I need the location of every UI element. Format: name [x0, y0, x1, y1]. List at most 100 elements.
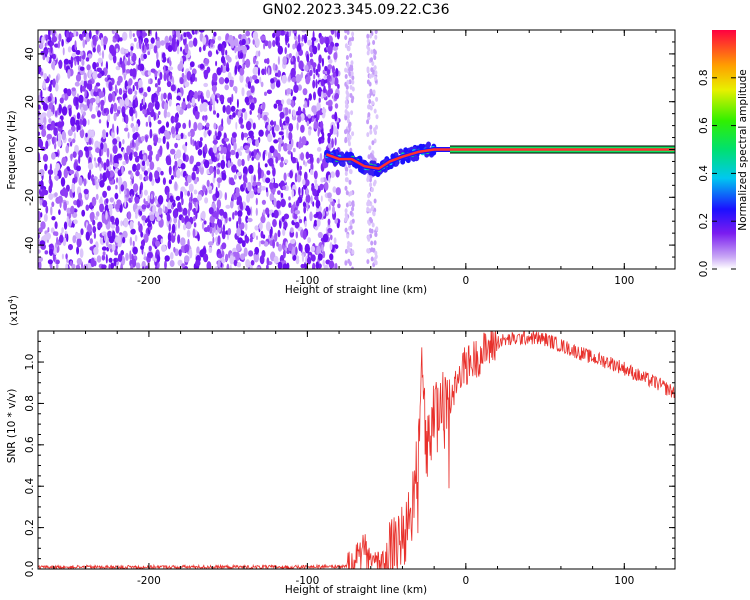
spectrogram-noise-cell — [125, 252, 129, 261]
spectrogram-noise-cell — [248, 95, 253, 100]
spectrogram-noise-cell — [143, 170, 148, 176]
spectrogram-noise-cell — [72, 138, 76, 144]
spectrogram-noise-cell — [192, 197, 198, 203]
spectrogram-noise-cell — [288, 53, 292, 58]
spectrogram-noise-cell — [213, 122, 217, 130]
spectrogram-noise-cell — [98, 91, 105, 98]
spectrogram-noise-cell — [235, 187, 240, 195]
spectrogram-noise-cell — [269, 182, 275, 190]
spectrogram-noise-cell — [318, 97, 321, 103]
spectrogram-noise-cell — [265, 177, 271, 184]
spectrogram-noise-cell — [277, 229, 281, 238]
spectrogram-noise-cell — [266, 57, 270, 65]
spectrogram-noise-cell — [333, 52, 338, 60]
spectrogram-noise-cell — [121, 98, 125, 109]
spectrogram-noise-cell — [172, 208, 178, 219]
spectrogram-noise-cell — [135, 110, 138, 119]
spectrogram-noise-cell — [213, 110, 216, 115]
spectrogram-noise-cell — [118, 88, 123, 95]
spectrogram-noise-cell — [323, 92, 327, 98]
spectrogram-noise-cell — [141, 204, 147, 210]
spectrogram-noise-cell — [301, 34, 305, 40]
spectrogram-noise-cell — [325, 101, 330, 106]
spectrogram-noise-cell — [337, 198, 340, 204]
spectrogram-noise-cell — [80, 228, 84, 236]
spectrogram-noise-cell — [369, 90, 373, 96]
spectrogram-noise-cell — [156, 51, 159, 60]
spectrogram-noise-cell — [155, 251, 158, 259]
spectrogram-noise-cell — [227, 143, 231, 152]
spectrogram-noise-cell — [298, 186, 301, 196]
spectrogram-noise-cell — [81, 209, 86, 217]
spectrogram-noise-cell — [184, 181, 189, 187]
spectrogram-noise-cell — [139, 174, 143, 180]
spectrogram-noise-cell — [195, 145, 198, 150]
spectrogram-noise-cell — [190, 76, 193, 82]
spectrogram-noise-cell — [85, 132, 88, 138]
spectrogram-noise-cell — [345, 55, 349, 60]
figure-title: GN02.2023.345.09.22.C36 — [262, 2, 450, 18]
spectrogram-noise-cell — [291, 156, 297, 164]
spectrogram-noise-cell — [92, 219, 96, 226]
spectrogram-noise-cell — [143, 154, 147, 163]
spectrogram-noise-cell — [148, 43, 154, 50]
spectrogram-noise-cell — [266, 264, 269, 269]
spectrogram-noise-cell — [231, 164, 237, 173]
spectrogram-noise-cell — [351, 206, 355, 212]
spectrogram-noise-cell — [167, 239, 171, 250]
spectrogram-noise-cell — [66, 215, 69, 225]
spectrogram-noise-cell — [370, 240, 374, 246]
spectrogram-noise-cell — [47, 227, 50, 233]
spectrogram-noise-cell — [109, 106, 114, 115]
spectrogram-noise-cell — [61, 106, 68, 116]
spectrogram-noise-cell — [235, 121, 238, 130]
spectrogram-noise-cell — [287, 243, 293, 252]
spectrogram-noise-cell — [76, 237, 82, 248]
spectrogram-noise-cell — [76, 257, 83, 266]
spectrogram-noise-cell — [348, 41, 352, 47]
spectrogram-noise-cell — [144, 175, 149, 181]
spectrogram-noise-cell — [236, 243, 241, 252]
spectrogram-noise-cell — [265, 207, 270, 215]
spectrogram-noise-cell — [366, 33, 370, 39]
spectrogram-noise-cell — [306, 256, 312, 265]
spectrogram-noise-cell — [225, 54, 230, 61]
spectrogram-noise-cell — [163, 108, 168, 119]
spectrogram-noise-cell — [367, 112, 371, 118]
spectrogram-noise-cell — [117, 169, 123, 177]
spectrogram-noise-cell — [148, 245, 152, 252]
snr-exponent-sup: 4 — [7, 298, 15, 303]
spectrogram-noise-cell — [189, 155, 194, 165]
spectrogram-noise-cell — [374, 232, 378, 238]
spectrogram-noise-cell — [375, 114, 379, 120]
spectrogram-noise-cell — [346, 30, 350, 35]
spectrogram-noise-cell — [327, 227, 333, 234]
spectrogram-noise-cell — [254, 78, 260, 84]
snr-panel: -200 -100 0 100 0.0 0.2 0.4 0.6 0.8 1.0 Height of… — [6, 295, 676, 596]
spectrogram-noise-cell — [69, 169, 75, 175]
spectrogram-noise-cell — [367, 248, 371, 254]
spectrogram-noise-cell — [89, 238, 94, 245]
spectrogram-noise-cell — [89, 102, 93, 112]
spectrogram-noise-cell — [229, 180, 236, 186]
spectrogram-noise-cell — [76, 112, 81, 120]
spectrogram-noise-cell — [52, 96, 55, 102]
spectrogram-noise-cell — [203, 69, 209, 76]
spectrogram-noise-cell — [99, 163, 102, 172]
spectrogram-noise-cell — [188, 40, 194, 48]
spectrogram-noise-cell — [237, 44, 241, 52]
spectrogram-noise-cell — [119, 98, 123, 108]
spectrogram-noise-cell — [371, 140, 375, 146]
spectrogram-noise-cell — [112, 145, 118, 154]
spectrogram-noise-cell — [261, 101, 265, 112]
spectrogram-noise-cell — [252, 66, 258, 76]
spectrogram-noise-cell — [180, 237, 186, 247]
spectrogram-noise-cell — [351, 86, 355, 92]
spectrogram-noise-cell — [276, 200, 281, 209]
spectrogram-noise-cell — [224, 77, 230, 84]
spectrogram-noise-cell — [184, 43, 189, 54]
spectrogram-noise-cell — [221, 230, 226, 240]
spectrogram-noise-cell — [107, 166, 112, 171]
spectrogram-noise-cell — [344, 208, 348, 214]
spectrogram-noise-cell — [348, 200, 352, 206]
